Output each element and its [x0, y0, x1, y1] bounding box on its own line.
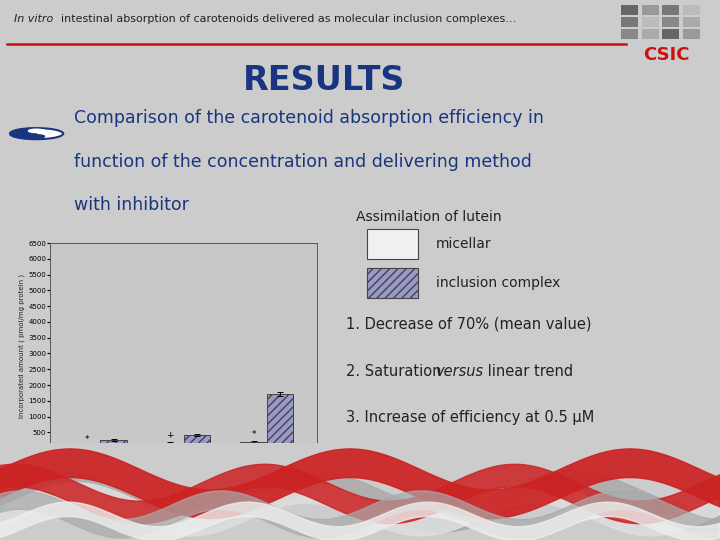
Text: Comparison of the carotenoid absorption efficiency in: Comparison of the carotenoid absorption … — [73, 109, 544, 127]
Bar — [683, 17, 700, 27]
Text: linear trend: linear trend — [483, 363, 574, 379]
Bar — [367, 230, 418, 259]
Text: *: * — [85, 435, 89, 444]
Text: RESULTS: RESULTS — [243, 64, 405, 98]
Bar — [683, 29, 700, 39]
Polygon shape — [10, 128, 37, 139]
Bar — [100, 440, 127, 448]
Bar — [184, 435, 210, 448]
Bar — [621, 5, 638, 15]
Bar — [367, 268, 418, 298]
Bar — [621, 17, 638, 27]
Bar — [642, 29, 659, 39]
Polygon shape — [29, 129, 45, 132]
Text: micellar: micellar — [436, 237, 491, 251]
Text: intestinal absorption of carotenoids delivered as molecular inclusion complexes…: intestinal absorption of carotenoids del… — [61, 14, 516, 24]
Bar — [662, 5, 679, 15]
Bar — [662, 29, 679, 39]
Bar — [642, 5, 659, 15]
Bar — [157, 443, 184, 448]
Text: 3. Increase of efficiency at 0.5 μM: 3. Increase of efficiency at 0.5 μM — [346, 410, 594, 426]
Y-axis label: Incorporated amount ( pmol/mg protein ): Incorporated amount ( pmol/mg protein ) — [19, 274, 25, 417]
X-axis label: Concentration ( μM): Concentration ( μM) — [142, 464, 225, 473]
Text: *: * — [251, 430, 256, 439]
Polygon shape — [29, 135, 45, 138]
Text: +: + — [166, 431, 174, 440]
Polygon shape — [10, 128, 63, 139]
Text: CSIC: CSIC — [643, 46, 689, 64]
Text: In vitro: In vitro — [14, 14, 54, 24]
Bar — [662, 17, 679, 27]
Text: with inhibitor: with inhibitor — [73, 197, 189, 214]
Text: inclusion complex: inclusion complex — [436, 276, 560, 290]
Text: 1. Decrease of 70% (mean value): 1. Decrease of 70% (mean value) — [346, 317, 591, 332]
Bar — [683, 5, 700, 15]
Bar — [73, 446, 100, 448]
Text: function of the concentration and delivering method: function of the concentration and delive… — [73, 153, 531, 171]
Text: versus: versus — [436, 363, 484, 379]
Bar — [621, 29, 638, 39]
Bar — [267, 394, 294, 448]
Text: 2. Saturation: 2. Saturation — [346, 363, 446, 379]
Text: Assimilation of lutein: Assimilation of lutein — [356, 210, 502, 224]
Bar — [240, 442, 267, 448]
Bar — [642, 17, 659, 27]
